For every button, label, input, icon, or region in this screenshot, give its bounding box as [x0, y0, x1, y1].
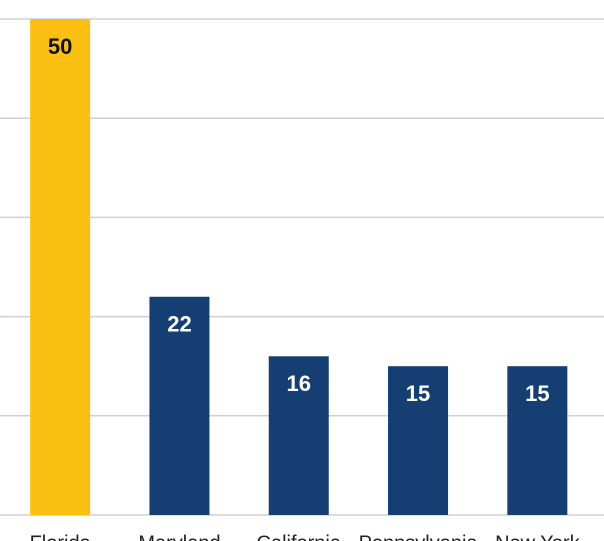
x-tick-label: Pennsylvania [359, 533, 479, 541]
bar [149, 296, 210, 515]
value-label: 22 [167, 312, 191, 337]
x-tick-label: California [257, 533, 342, 541]
x-tick-label: New York [495, 533, 580, 541]
x-tick-label: Florida [30, 533, 92, 541]
value-label: 15 [525, 381, 549, 406]
x-tick-label: Maryland [138, 533, 220, 541]
value-label: 50 [48, 34, 72, 59]
bar [268, 356, 329, 515]
value-label: 15 [406, 381, 430, 406]
bar [388, 366, 449, 515]
bar [507, 366, 568, 515]
value-label: 16 [287, 371, 311, 396]
bar [30, 19, 91, 515]
